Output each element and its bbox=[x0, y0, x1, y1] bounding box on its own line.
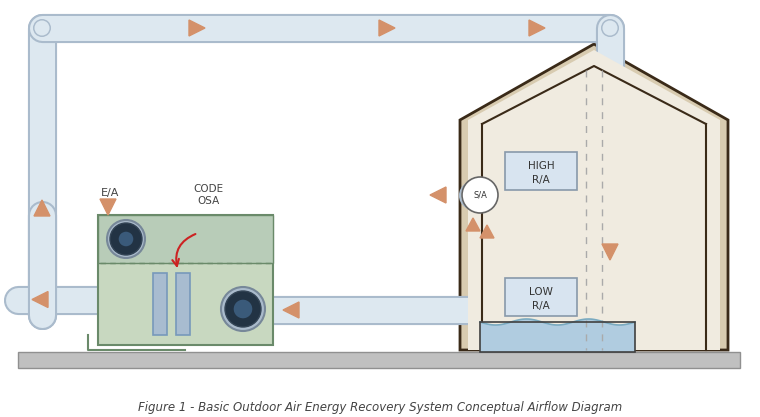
Circle shape bbox=[33, 19, 51, 37]
Bar bbox=[98, 215, 273, 263]
Polygon shape bbox=[460, 44, 728, 350]
Text: E/A: E/A bbox=[101, 188, 119, 198]
Bar bbox=[176, 273, 190, 335]
Text: LOW: LOW bbox=[529, 287, 553, 297]
Text: R/A: R/A bbox=[532, 301, 550, 311]
Polygon shape bbox=[32, 291, 48, 307]
Circle shape bbox=[233, 299, 253, 319]
Polygon shape bbox=[430, 187, 446, 203]
Bar bbox=[98, 215, 273, 345]
Circle shape bbox=[221, 287, 265, 331]
Text: Figure 1 - Basic Outdoor Air Energy Recovery System Conceptual Airflow Diagram: Figure 1 - Basic Outdoor Air Energy Reco… bbox=[138, 402, 622, 414]
Bar bbox=[153, 273, 167, 335]
Circle shape bbox=[225, 291, 261, 327]
Circle shape bbox=[601, 19, 619, 37]
Circle shape bbox=[462, 177, 498, 213]
Polygon shape bbox=[379, 20, 395, 36]
Polygon shape bbox=[283, 302, 299, 318]
Circle shape bbox=[601, 301, 619, 319]
Circle shape bbox=[110, 223, 142, 255]
Polygon shape bbox=[34, 200, 50, 216]
Polygon shape bbox=[100, 199, 116, 215]
Circle shape bbox=[118, 231, 134, 247]
Polygon shape bbox=[468, 50, 720, 350]
Polygon shape bbox=[468, 50, 720, 350]
Circle shape bbox=[603, 302, 617, 317]
Text: CODE
OSA: CODE OSA bbox=[193, 184, 223, 206]
Text: S/A: S/A bbox=[473, 191, 487, 199]
Polygon shape bbox=[529, 20, 545, 36]
Circle shape bbox=[603, 20, 617, 35]
Polygon shape bbox=[602, 244, 618, 260]
Circle shape bbox=[34, 20, 49, 35]
Bar bbox=[505, 278, 577, 316]
Polygon shape bbox=[189, 20, 205, 36]
Text: R/A: R/A bbox=[532, 175, 550, 185]
Polygon shape bbox=[480, 225, 494, 238]
Polygon shape bbox=[466, 218, 480, 231]
Bar bbox=[505, 152, 577, 190]
Text: HIGH: HIGH bbox=[527, 161, 554, 171]
Circle shape bbox=[107, 220, 145, 258]
Bar bbox=[480, 322, 635, 352]
Bar bbox=[18, 352, 740, 368]
FancyArrowPatch shape bbox=[173, 234, 195, 266]
